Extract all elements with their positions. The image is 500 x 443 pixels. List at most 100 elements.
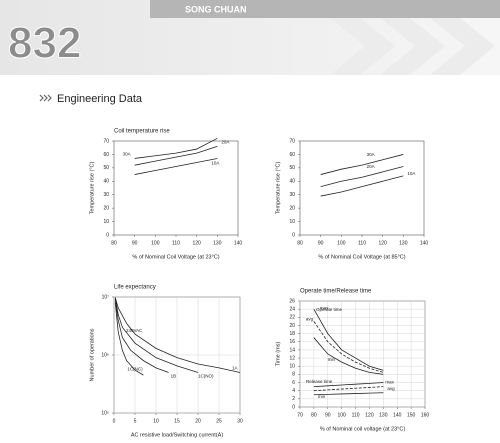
series-label: 20A (367, 164, 375, 169)
y-axis-label: Time (ms) (275, 342, 281, 367)
series-label: min (318, 394, 326, 399)
series-line (313, 382, 384, 388)
series-line (320, 175, 404, 197)
brand: SONG CHUAN (185, 4, 247, 14)
series-line (313, 308, 384, 371)
x-tick-label: 5 (134, 418, 137, 424)
series-line (313, 337, 384, 375)
chart-title: Operate time/Release time (300, 289, 372, 295)
y-tick-label: 24 (289, 306, 295, 312)
x-tick-label: 90 (132, 240, 138, 246)
y-tick-label: 0 (292, 232, 295, 238)
x-tick-label: 100 (151, 240, 160, 246)
section-title: Engineering Data (57, 93, 143, 105)
series-label: 1C(NO) (198, 374, 214, 379)
y-tick-label: 14 (289, 347, 295, 353)
y-tick-label: 10⁵ (101, 410, 109, 416)
series-label: 30A (123, 152, 131, 157)
y-tick-label: 16 (289, 339, 295, 345)
y-tick-label: 10⁷ (102, 294, 110, 300)
x-tick-label: 90 (325, 412, 331, 418)
series-label: avg (387, 386, 395, 391)
y-tick-label: 10 (289, 219, 295, 225)
header-strip (150, 0, 500, 18)
x-axis-label: % of Nominal Coil Voltage (at 85°C) (318, 254, 405, 260)
y-tick-label: 60 (103, 152, 109, 158)
x-tick-label: 80 (297, 240, 303, 246)
series-line (313, 321, 384, 373)
x-tick-label: 110 (352, 412, 360, 418)
series-line (313, 386, 384, 392)
series-label: 10A (211, 161, 219, 166)
y-tick-label: 10 (103, 219, 109, 225)
y-tick-label: 0 (106, 232, 109, 238)
x-tick-label: 0 (113, 418, 116, 424)
y-tick-label: 10⁶ (101, 352, 109, 358)
series-line (114, 302, 144, 376)
y-tick-label: 50 (289, 165, 295, 171)
x-tick-label: 70 (297, 412, 303, 418)
x-tick-label: 130 (213, 240, 222, 246)
annotation: Operate time (316, 307, 343, 312)
section-icon (39, 94, 52, 102)
y-tick-label: 8 (292, 372, 295, 378)
x-tick-label: 100 (337, 240, 346, 246)
y-tick-label: 22 (289, 315, 295, 321)
series-label: min (328, 357, 336, 362)
plot-frame (299, 300, 426, 408)
x-tick-label: 10 (153, 418, 159, 424)
y-tick-label: 0 (292, 404, 295, 410)
annotation: 240VAC (126, 328, 143, 333)
y-tick-label: 70 (289, 138, 295, 144)
y-tick-label: 2 (292, 396, 295, 402)
series-label: 1A (232, 366, 238, 371)
series-line (320, 166, 404, 188)
x-tick-label: 100 (337, 412, 346, 418)
x-tick-label: 130 (399, 240, 408, 246)
y-tick-label: 60 (289, 152, 295, 158)
x-tick-label: 110 (172, 240, 180, 246)
x-tick-label: 110 (358, 240, 366, 246)
series-line (134, 145, 218, 166)
y-tick-label: 10 (289, 364, 295, 370)
series-line (114, 299, 169, 373)
y-tick-label: 20 (289, 323, 295, 329)
x-tick-label: 140 (393, 412, 402, 418)
x-tick-label: 140 (420, 240, 429, 246)
series-label: 1B (171, 374, 177, 379)
y-tick-label: 70 (103, 138, 109, 144)
plot-frame (299, 140, 425, 236)
x-tick-label: 20 (195, 418, 201, 424)
series-label: 30A (367, 152, 375, 157)
x-tick-label: 120 (365, 412, 374, 418)
chart-title: Life expectancy (114, 285, 156, 291)
chart-title: Coil temperature rise (114, 129, 170, 135)
y-tick-label: 12 (289, 355, 295, 361)
y-tick-label: 50 (103, 165, 109, 171)
y-tick-label: 30 (103, 192, 109, 198)
x-tick-label: 150 (407, 412, 416, 418)
y-tick-label: 30 (289, 192, 295, 198)
y-tick-label: 26 (289, 298, 295, 304)
y-tick-label: 6 (292, 380, 295, 386)
y-tick-label: 18 (289, 331, 295, 337)
x-tick-label: 120 (378, 240, 387, 246)
x-tick-label: 90 (318, 240, 324, 246)
series-label: max (320, 305, 329, 310)
series-label: 10A (407, 171, 415, 176)
y-tick-label: 20 (289, 205, 295, 211)
series-line (313, 392, 384, 396)
x-tick-label: 140 (234, 240, 243, 246)
series-label: avg (306, 317, 314, 322)
x-tick-label: 120 (192, 240, 201, 246)
series-label: 20A (221, 140, 229, 145)
y-tick-label: 4 (292, 388, 295, 394)
chevrons (330, 18, 495, 75)
y-tick-label: 40 (103, 179, 109, 185)
x-tick-label: 130 (379, 412, 388, 418)
series-line (114, 298, 199, 373)
x-tick-label: 30 (237, 418, 243, 424)
series-label: max (385, 380, 394, 385)
x-tick-label: 25 (216, 418, 222, 424)
